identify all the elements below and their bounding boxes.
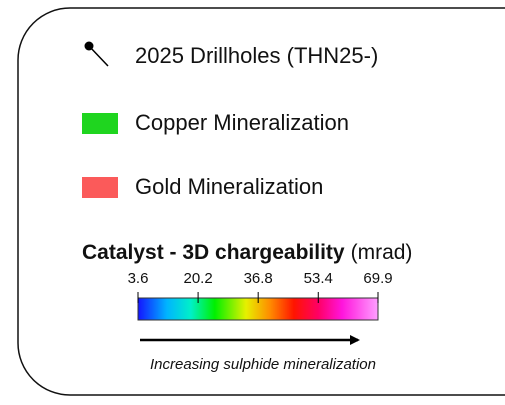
tick-label: 69.9 xyxy=(363,270,392,287)
legend-label: Gold Mineralization xyxy=(135,174,323,199)
legend-label: 2025 Drillholes (THN25-) xyxy=(135,43,378,68)
colorbar-unit: (mrad) xyxy=(351,241,413,264)
drillhole-collar xyxy=(84,41,94,51)
colorbar-caption: Increasing sulphide mineralization xyxy=(150,356,376,373)
swatch xyxy=(82,177,118,198)
colorbar-title: Catalyst - 3D chargeability (mrad) xyxy=(82,241,412,264)
swatch xyxy=(82,113,118,134)
colorbar-title-main: Catalyst - 3D chargeability xyxy=(82,241,345,264)
tick-label: 20.2 xyxy=(183,270,212,287)
tick-label: 3.6 xyxy=(128,270,149,287)
legend-label: Copper Mineralization xyxy=(135,110,349,135)
tick-label: 36.8 xyxy=(244,270,273,287)
drillhole-trace xyxy=(88,45,109,67)
tick-label: 53.4 xyxy=(304,270,333,287)
